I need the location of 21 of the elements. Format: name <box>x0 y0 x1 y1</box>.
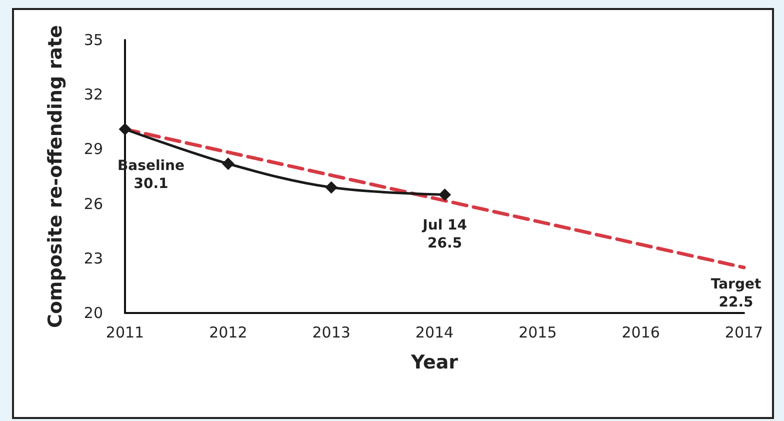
x-tick-label: 2011 <box>106 324 144 342</box>
point <box>119 123 131 136</box>
y-tick-label: 23 <box>84 249 103 268</box>
x-axis-title: Year <box>410 352 459 374</box>
annotation: Target 22.5 <box>710 276 762 310</box>
y-tick-label: 29 <box>84 140 103 158</box>
annotation: Jul 14 26.5 <box>422 218 468 252</box>
x-tick-label: 2017 <box>724 324 764 342</box>
x-tick-label: 2012 <box>209 324 248 342</box>
y-tick-label: 35 <box>84 31 103 49</box>
y-tick-label: 32 <box>84 86 103 104</box>
x-tick-label: 2016 <box>622 324 660 342</box>
y-tick-label: 26 <box>84 194 103 213</box>
point <box>222 158 234 170</box>
x-tick-label: 2014 <box>415 324 454 342</box>
x-tick-label: 2013 <box>312 324 350 342</box>
point <box>438 188 451 201</box>
y-tick-label: 20 <box>84 304 103 322</box>
y-axis-title: Composite re-offending rate <box>44 25 66 328</box>
point <box>325 181 338 194</box>
x-tick-label: 2015 <box>518 324 557 342</box>
